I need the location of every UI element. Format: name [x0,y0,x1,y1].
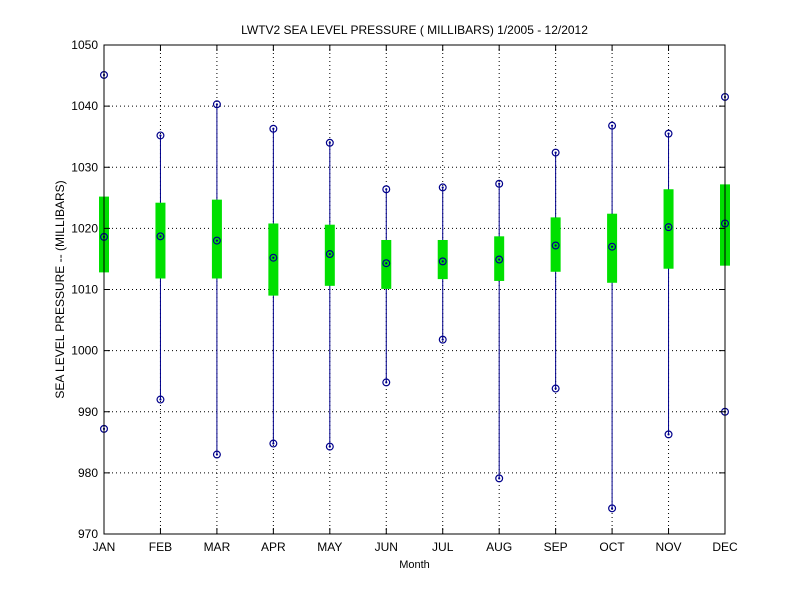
max-marker-aug [495,179,504,188]
median-marker-jul [438,257,447,266]
min-marker-apr [269,439,278,448]
median-marker-aug [495,255,504,264]
y-axis-label: SEA LEVEL PRESSURE -- (MILLIBARS) [53,180,67,398]
axis-ticks: JAN FEB MAR APR MAY JUN JUL AUG SEP OCT NOV DEC 970 9… [71,38,738,554]
median-marker-oct [608,242,617,251]
x-tick-label: MAR [204,540,231,554]
median-marker-nov [664,223,673,232]
median-marker-sep [551,241,560,250]
box-jul [437,239,448,280]
grid-lines [104,45,725,534]
box-oct [607,213,618,283]
y-tick-label: 1020 [71,221,98,235]
x-tick-label: NOV [656,540,682,554]
min-marker-may [325,442,334,451]
max-marker-may [325,138,334,147]
max-marker-apr [269,124,278,133]
box-plot-series [99,70,730,513]
x-tick-label: AUG [486,540,512,554]
x-axis-label: Month [399,559,430,571]
plot-frame [103,44,726,535]
min-marker-aug [495,474,504,483]
box-feb [155,202,166,279]
chart-title: LWTV2 SEA LEVEL PRESSURE ( MILLIBARS) 1/… [241,23,588,37]
box-apr [268,223,279,296]
y-tick-label: 1030 [71,160,98,174]
y-tick-label: 990 [78,405,98,419]
y-tick-label: 1000 [71,344,98,358]
median-marker-apr [269,253,278,262]
y-tick-label: 980 [78,466,98,480]
min-marker-oct [608,504,617,513]
max-marker-nov [664,129,673,138]
y-tick-label: 1050 [71,38,98,52]
x-tick-label: MAY [317,540,342,554]
max-marker-jul [438,183,447,192]
max-marker-oct [608,121,617,130]
max-marker-mar [212,100,221,109]
x-tick-label: JUL [432,540,454,554]
x-tick-label: FEB [149,540,172,554]
max-marker-sep [551,148,560,157]
median-marker-jun [382,259,391,268]
median-marker-may [325,250,334,259]
box-mar [211,199,222,279]
box-nov [663,189,674,269]
x-tick-label: APR [261,540,286,554]
x-tick-label: OCT [599,540,625,554]
min-marker-sep [551,384,560,393]
x-tick-label: DEC [712,540,738,554]
median-marker-feb [156,232,165,241]
y-tick-label: 1040 [71,99,98,113]
x-tick-label: JUN [375,540,398,554]
y-tick-label: 1010 [71,283,98,297]
min-marker-jun [382,378,391,387]
min-marker-mar [212,450,221,459]
max-marker-jun [382,185,391,194]
box-may [324,224,335,286]
min-marker-jul [438,335,447,344]
median-marker-mar [212,236,221,245]
max-marker-feb [156,131,165,140]
box-jun [381,239,392,289]
x-tick-label: JAN [93,540,116,554]
x-tick-label: SEP [544,540,568,554]
min-marker-feb [156,395,165,404]
min-marker-nov [664,430,673,439]
y-tick-label: 970 [78,527,98,541]
